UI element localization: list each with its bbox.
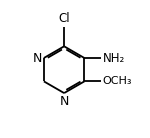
Text: Cl: Cl [58, 12, 70, 25]
Text: OCH₃: OCH₃ [102, 76, 132, 86]
Text: N: N [32, 51, 42, 64]
Text: N: N [59, 95, 69, 108]
Text: NH₂: NH₂ [102, 51, 125, 64]
